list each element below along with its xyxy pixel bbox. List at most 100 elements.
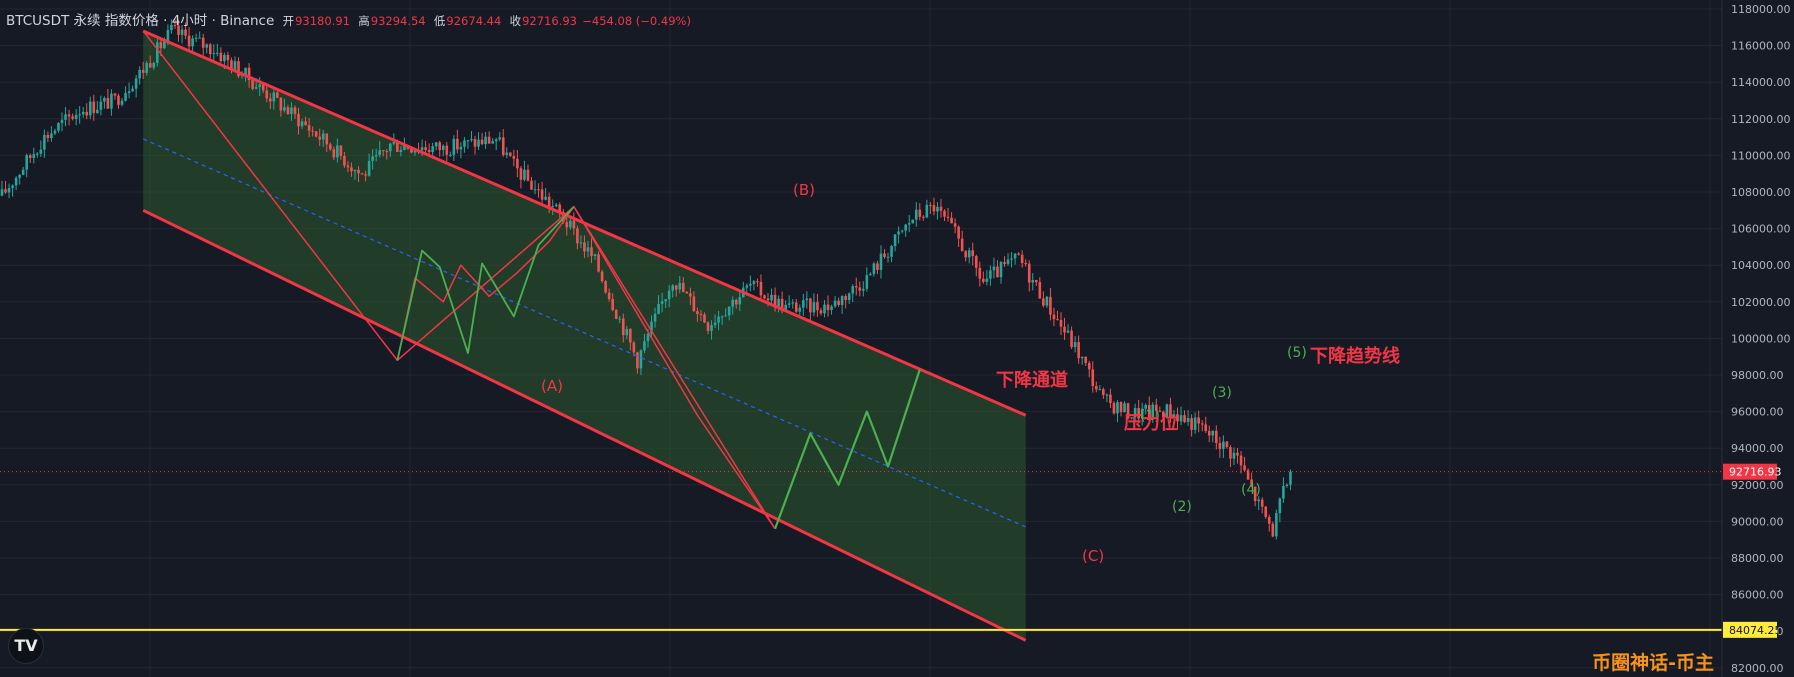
candle-body <box>177 25 180 35</box>
candle-body <box>1109 394 1112 404</box>
candle-body <box>893 234 897 247</box>
candle-body <box>283 107 286 111</box>
candle-body <box>110 93 113 109</box>
candle-body <box>678 282 682 290</box>
y-tick-label: 88000.00 <box>1731 552 1784 565</box>
candle-body <box>943 210 946 217</box>
candle-body <box>614 310 618 319</box>
candle-body <box>530 180 533 190</box>
candle-body <box>1253 486 1257 502</box>
candle-body <box>1080 356 1084 359</box>
candle-body <box>1239 455 1243 466</box>
candle-body <box>325 133 329 145</box>
candle-body <box>999 262 1003 278</box>
candle-body <box>1229 447 1232 459</box>
candle-body <box>558 204 562 212</box>
candle-body <box>812 302 816 313</box>
candle-body <box>237 61 240 77</box>
candle-body <box>805 298 809 301</box>
candle-body <box>540 189 544 200</box>
candle-body <box>1218 443 1222 449</box>
candle-body <box>883 253 886 257</box>
candle-body <box>671 285 674 291</box>
candle-body <box>1049 296 1052 315</box>
candle-body <box>265 90 269 99</box>
candle-body <box>103 97 106 102</box>
candle-body <box>0 189 4 196</box>
candle-body <box>706 322 710 331</box>
candle-body <box>657 303 660 314</box>
candle-body <box>523 169 526 180</box>
candle-body <box>1098 389 1102 391</box>
channel-area <box>143 30 1026 641</box>
candle-body <box>1155 404 1158 411</box>
candle-body <box>191 38 194 47</box>
candle-body <box>607 292 611 299</box>
candle-body <box>187 35 191 47</box>
candle-body <box>621 318 625 336</box>
candle-body <box>208 44 212 55</box>
candle-body <box>819 310 823 314</box>
candle-body <box>124 93 127 101</box>
y-tick-label: 94000.00 <box>1731 442 1784 455</box>
candles <box>0 17 1292 540</box>
candle-body <box>357 169 360 174</box>
tradingview-logo-icon[interactable]: TV <box>8 628 44 664</box>
symbol-title[interactable]: BTCUSDT 永续 指数价格 · 4小时 · Binance <box>6 13 275 29</box>
candle-body <box>307 125 311 131</box>
candle-body <box>667 290 671 300</box>
candle-body <box>389 143 392 152</box>
candle-body <box>674 285 678 290</box>
candle-body <box>117 95 120 105</box>
candle-body <box>509 152 512 157</box>
candle-body <box>11 185 14 189</box>
wave-label-2: (2) <box>1172 499 1192 515</box>
candle-body <box>346 165 350 168</box>
candle-body <box>141 69 145 73</box>
candle-body <box>279 97 283 111</box>
candle-body <box>932 205 936 212</box>
candle-body <box>989 270 992 279</box>
candle-body <box>960 238 964 252</box>
candle-body <box>392 142 396 144</box>
candle-body <box>156 42 159 63</box>
candle-body <box>1123 403 1126 413</box>
current-price-label: 92716.93 <box>1729 466 1782 479</box>
candle-body <box>367 160 371 176</box>
support-price-label: 84074.25 <box>1729 624 1782 637</box>
wave-label-b: (B) <box>793 181 815 199</box>
candle-body <box>1031 280 1035 283</box>
candle-body <box>1162 411 1165 418</box>
candle-body <box>1112 403 1116 414</box>
candle-body <box>1077 342 1080 359</box>
candle-body <box>21 169 25 175</box>
candle-body <box>985 278 989 282</box>
candle-body <box>487 136 491 144</box>
candle-body <box>1052 314 1056 320</box>
candle-body <box>699 313 703 315</box>
candle-body <box>551 206 554 208</box>
candle-body <box>18 174 21 178</box>
candle-body <box>692 296 696 312</box>
candle-body <box>445 145 449 155</box>
candle-body <box>636 352 639 369</box>
candle-body <box>512 156 516 159</box>
candle-body <box>374 155 378 157</box>
candle-body <box>25 155 29 170</box>
candle-body <box>600 271 604 282</box>
price-axis[interactable]: 118000.00 116000.00 114000.00 112000.00 1100… <box>1721 0 1791 677</box>
candle-body <box>1147 405 1151 417</box>
open-value: 93180.91 <box>295 14 350 28</box>
candle-body <box>1013 253 1017 259</box>
candle-body <box>840 296 844 305</box>
candle-body <box>441 145 445 150</box>
candle-body <box>763 295 766 299</box>
candle-body <box>1024 263 1027 265</box>
candle-body <box>1010 258 1013 260</box>
candle-body <box>205 44 209 48</box>
candle-body <box>1105 394 1109 396</box>
candle-body <box>953 223 957 227</box>
candle-body <box>1038 282 1042 299</box>
candle-body <box>1200 423 1204 425</box>
